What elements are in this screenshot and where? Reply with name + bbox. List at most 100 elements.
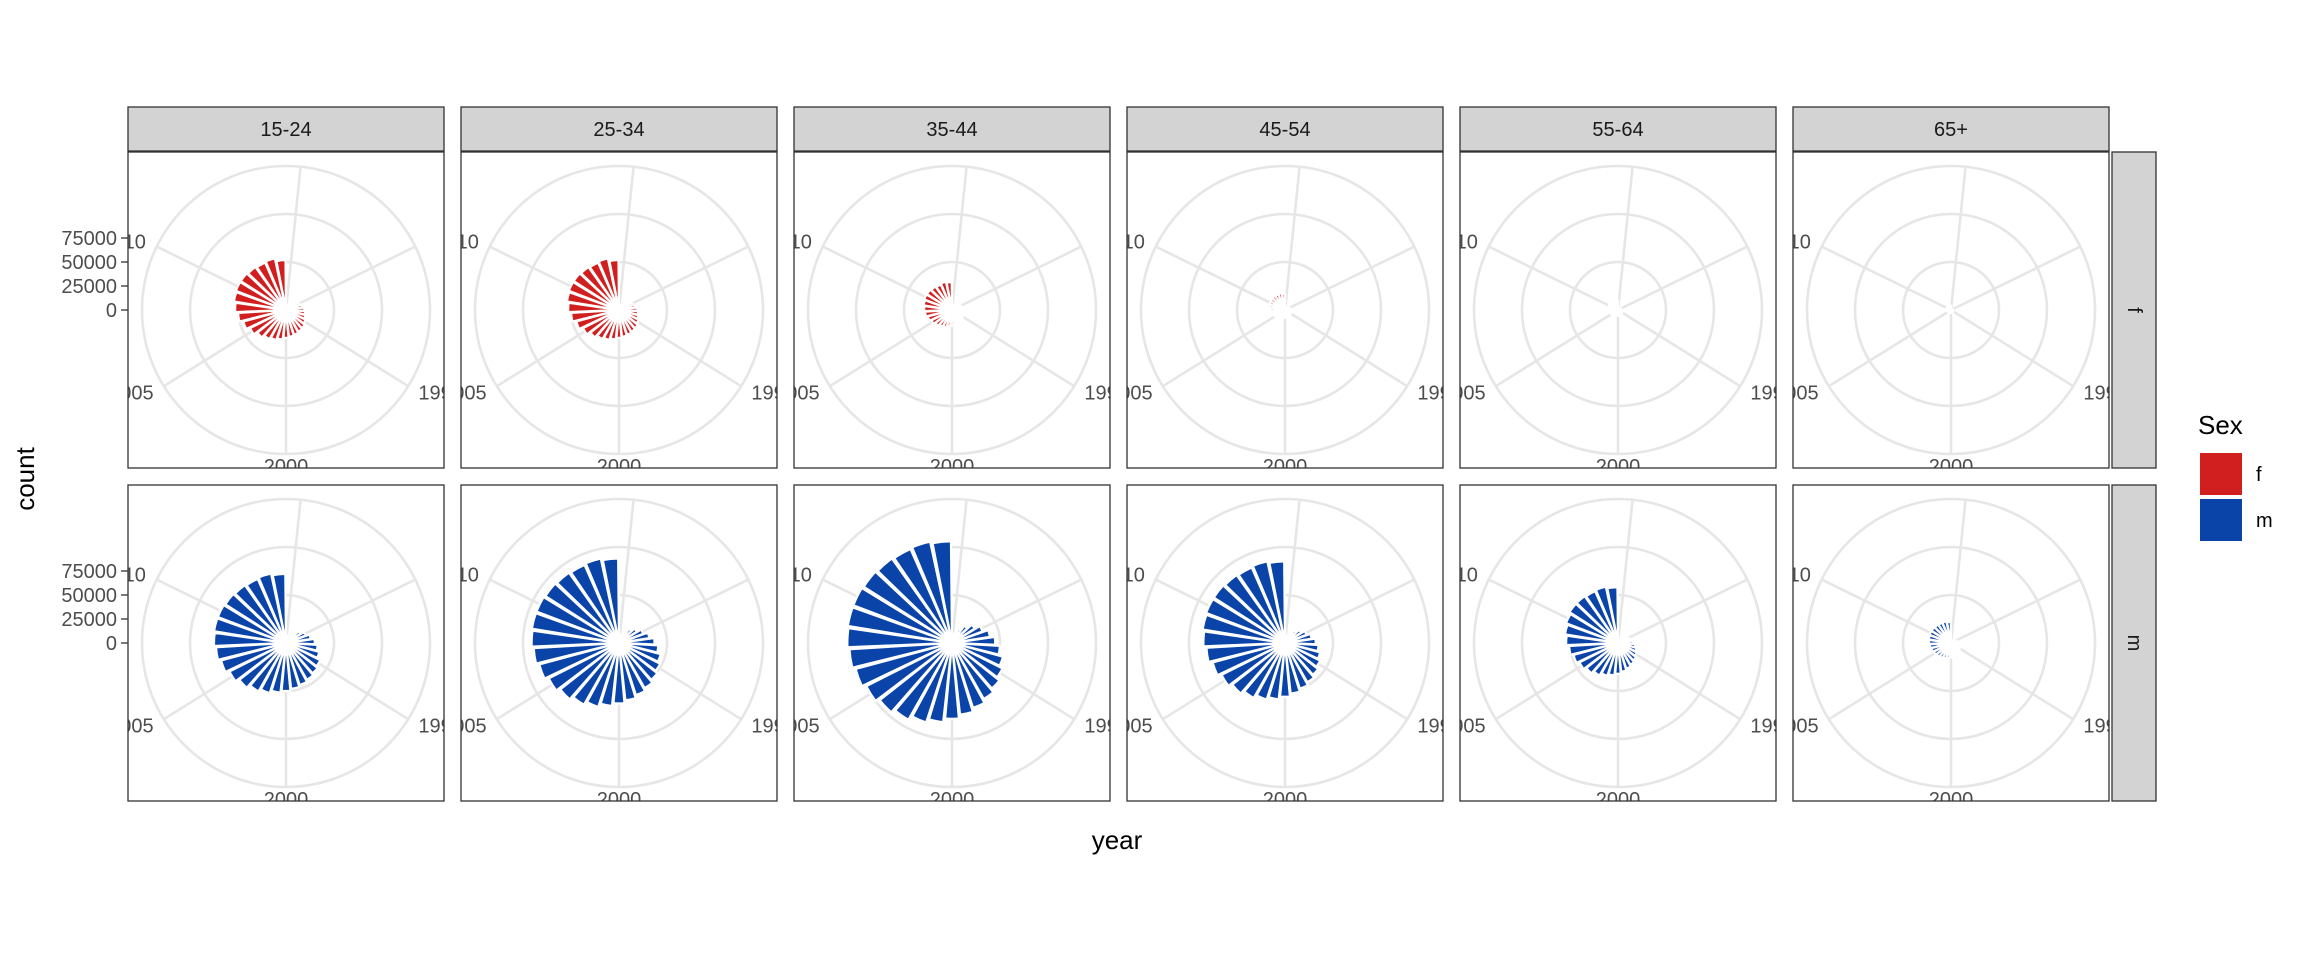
panel-plot-area: 1995 2000 2005 2010 (1774, 497, 2109, 801)
grid-spoke (1950, 578, 2081, 645)
theta-label-2005: 2005 (1441, 716, 1486, 738)
bar-35-44-f-2015 (945, 281, 954, 312)
bar-15-24-m-2012 (233, 584, 288, 645)
bar-25-34-f-2011 (572, 272, 621, 312)
bar-45-54-m-2011 (1212, 584, 1287, 645)
legend-key-f (2200, 453, 2242, 495)
theta-label-2000: 2000 (1263, 789, 1308, 811)
strip-background (127, 106, 445, 152)
panel-border (1459, 151, 1777, 469)
bar-25-34-f-2012 (580, 265, 621, 312)
bar-15-24-m-2015 (271, 572, 288, 645)
theta-label-2000: 2000 (264, 456, 309, 478)
y-tick-label-25000: 25000 (61, 609, 117, 631)
theta-label-2005: 2005 (1441, 383, 1486, 405)
panel-border (1126, 484, 1444, 802)
theta-label-2005: 2005 (1774, 716, 1819, 738)
bar-35-44-m-2008 (846, 627, 954, 649)
panel-55-64-f: 1995 2000 2005 2010 (1441, 151, 1777, 469)
grid-spoke (1617, 308, 1741, 388)
theta-label-1995: 1995 (418, 383, 463, 405)
bar-25-34-m-2006 (538, 641, 621, 680)
legend-entries: fm (2200, 453, 2273, 541)
strip-background (1126, 106, 1444, 152)
bar-35-44-m-1997 (950, 641, 995, 701)
panel-border (460, 484, 778, 802)
bar-35-44-m-2015 (931, 540, 954, 645)
bar-35-44-m-2012 (876, 557, 954, 645)
bar-25-34-m-2015 (601, 557, 621, 645)
bar-35-44-m-2005 (865, 641, 954, 703)
theta-label-2005: 2005 (109, 383, 154, 405)
y-tick-label-50000: 50000 (61, 252, 117, 274)
bar-35-44-f-2014 (939, 280, 954, 312)
grid-spoke (951, 308, 1075, 388)
bar-35-44-m-2013 (893, 547, 954, 645)
grid-spoke (1617, 641, 1741, 721)
grid-spoke (1283, 166, 1301, 311)
theta-label-2000: 2000 (1596, 789, 1641, 811)
panel-45-54-f: 1995 2000 2005 2010 (1100, 151, 1462, 478)
bar-35-44-m-2002 (911, 641, 954, 724)
bar-35-44-m-2003 (894, 641, 954, 721)
grid-spoke (618, 308, 742, 388)
theta-label-2010: 2010 (1100, 231, 1145, 253)
panel-25-34-f: 1995 2000 2005 2010 (460, 151, 778, 469)
bar-15-24-f-2014 (264, 257, 288, 312)
grid-spoke (284, 499, 302, 644)
y-tick-label-25000: 25000 (61, 276, 117, 298)
theta-label-2005: 2005 (442, 716, 487, 738)
bar-45-54-m-2005 (1220, 641, 1287, 688)
bar-25-34-m-2014 (584, 557, 621, 645)
bar-45-54-m-2014 (1251, 560, 1287, 645)
bar-45-54-m-2013 (1237, 566, 1287, 645)
bar-35-44-m-2014 (910, 540, 954, 645)
bar-35-44-m-2007 (848, 641, 954, 669)
panel-plot-area: 1995 2000 2005 2010 (461, 164, 777, 468)
grid-spoke (1949, 499, 1967, 644)
bar-25-34-m-2005 (547, 641, 621, 692)
grid-spoke (1284, 245, 1415, 312)
strip-label-45-54: 45-54 (1259, 119, 1310, 141)
y-axis-title: count (10, 446, 40, 510)
panel-35-44-f: 1995 2000 2005 2010 (767, 151, 1111, 469)
theta-label-2000: 2000 (597, 789, 642, 811)
panel-35-44-m: 1995 2000 2005 2010 (793, 484, 1111, 802)
y-tick-label-50000: 50000 (61, 585, 117, 607)
panel-plot-area: 1995 2000 2005 2010 (128, 497, 444, 801)
bar-35-44-m-2000 (943, 641, 961, 720)
bar-45-54-m-2010 (1204, 597, 1287, 645)
grid-spoke (1284, 308, 1408, 388)
legend-entry-f: f (2200, 453, 2262, 495)
panel-plot-area: 1995 2000 2005 2010 (109, 164, 463, 478)
panel-border (793, 484, 1111, 802)
row-strip-m: m (2111, 484, 2157, 802)
strip-background (793, 106, 1111, 152)
strip-background (1792, 106, 2110, 152)
bar-55-64-m-2013 (1585, 590, 1620, 645)
panel-border (793, 151, 1111, 469)
bar-25-34-m-2007 (532, 641, 621, 665)
grid-spoke (1828, 308, 1952, 388)
legend-label-m: m (2256, 510, 2273, 532)
theta-label-1995: 1995 (1417, 383, 1462, 405)
grid-spoke (1949, 166, 1967, 311)
bar-55-64-m-2012 (1575, 594, 1620, 645)
grid-spoke (1617, 245, 1748, 312)
bar-45-54-m-2015 (1268, 560, 1287, 645)
theta-label-2000: 2000 (1263, 456, 1308, 478)
row-strip-f: f (2111, 151, 2157, 469)
strip-label-25-34: 25-34 (593, 119, 644, 141)
bar-15-24-m-2006 (220, 641, 288, 674)
bar-35-44-m-2011 (862, 570, 954, 645)
panel-plot-area: 1995 2000 2005 2010 (1441, 164, 1776, 468)
legend-label-f: f (2256, 464, 2262, 486)
bar-15-24-m-2005 (228, 641, 288, 683)
grid-spoke (617, 166, 635, 311)
theta-label-2010: 2010 (767, 231, 812, 253)
grid-spoke (1821, 245, 1952, 312)
grid-spoke (1155, 245, 1286, 312)
theta-label-2010: 2010 (1100, 564, 1145, 586)
